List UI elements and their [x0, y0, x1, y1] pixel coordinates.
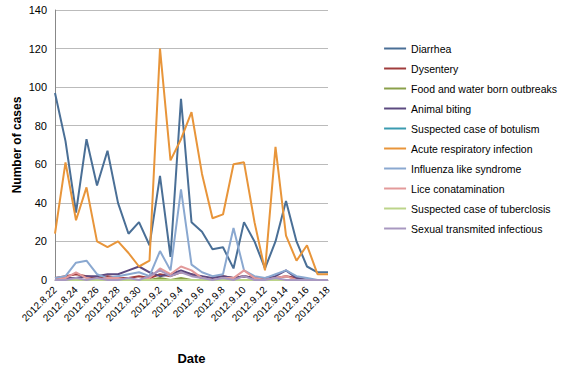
svg-text:140: 140 — [29, 4, 47, 16]
svg-text:2012.9.18: 2012.9.18 — [293, 284, 333, 324]
svg-text:80: 80 — [35, 120, 47, 132]
svg-text:2012.9.8: 2012.9.8 — [191, 284, 227, 320]
svg-text:Suspected case of tuberclosis: Suspected case of tuberclosis — [411, 203, 550, 215]
svg-text:2012.8.30: 2012.8.30 — [103, 284, 143, 324]
svg-text:Date: Date — [177, 351, 205, 366]
svg-text:2012.9.12: 2012.9.12 — [229, 284, 269, 324]
svg-text:2012.9.10: 2012.9.10 — [208, 284, 248, 324]
svg-text:2012.9.4: 2012.9.4 — [149, 284, 185, 320]
svg-text:100: 100 — [29, 81, 47, 93]
svg-text:2012.9.2: 2012.9.2 — [128, 284, 164, 320]
svg-text:Influenza like syndrome: Influenza like syndrome — [411, 163, 521, 175]
svg-text:2012.9.6: 2012.9.6 — [170, 284, 206, 320]
svg-text:Sexual transmited infectious: Sexual transmited infectious — [411, 223, 542, 235]
svg-text:Number of cases: Number of cases — [10, 96, 24, 193]
svg-text:2012.8.26: 2012.8.26 — [61, 284, 101, 324]
svg-text:2012.9.16: 2012.9.16 — [271, 284, 311, 324]
svg-text:40: 40 — [35, 197, 47, 209]
svg-text:0: 0 — [41, 274, 47, 286]
svg-text:Dysentery: Dysentery — [411, 63, 459, 75]
svg-text:Acute respiratory infection: Acute respiratory infection — [411, 143, 533, 155]
svg-text:60: 60 — [35, 158, 47, 170]
svg-text:Suspected case of botulism: Suspected case of botulism — [411, 123, 540, 135]
svg-text:Animal biting: Animal biting — [411, 103, 471, 115]
svg-text:2012.8.28: 2012.8.28 — [82, 284, 122, 324]
svg-text:Lice conatamination: Lice conatamination — [411, 183, 505, 195]
svg-text:Diarrhea: Diarrhea — [411, 43, 451, 55]
svg-text:20: 20 — [35, 235, 47, 247]
svg-text:2012.9.14: 2012.9.14 — [250, 284, 290, 324]
svg-text:2012.8.22: 2012.8.22 — [19, 284, 59, 324]
svg-text:120: 120 — [29, 43, 47, 55]
svg-text:2012.8.24: 2012.8.24 — [40, 284, 80, 324]
svg-text:Food and water born outbreaks: Food and water born outbreaks — [411, 83, 557, 95]
